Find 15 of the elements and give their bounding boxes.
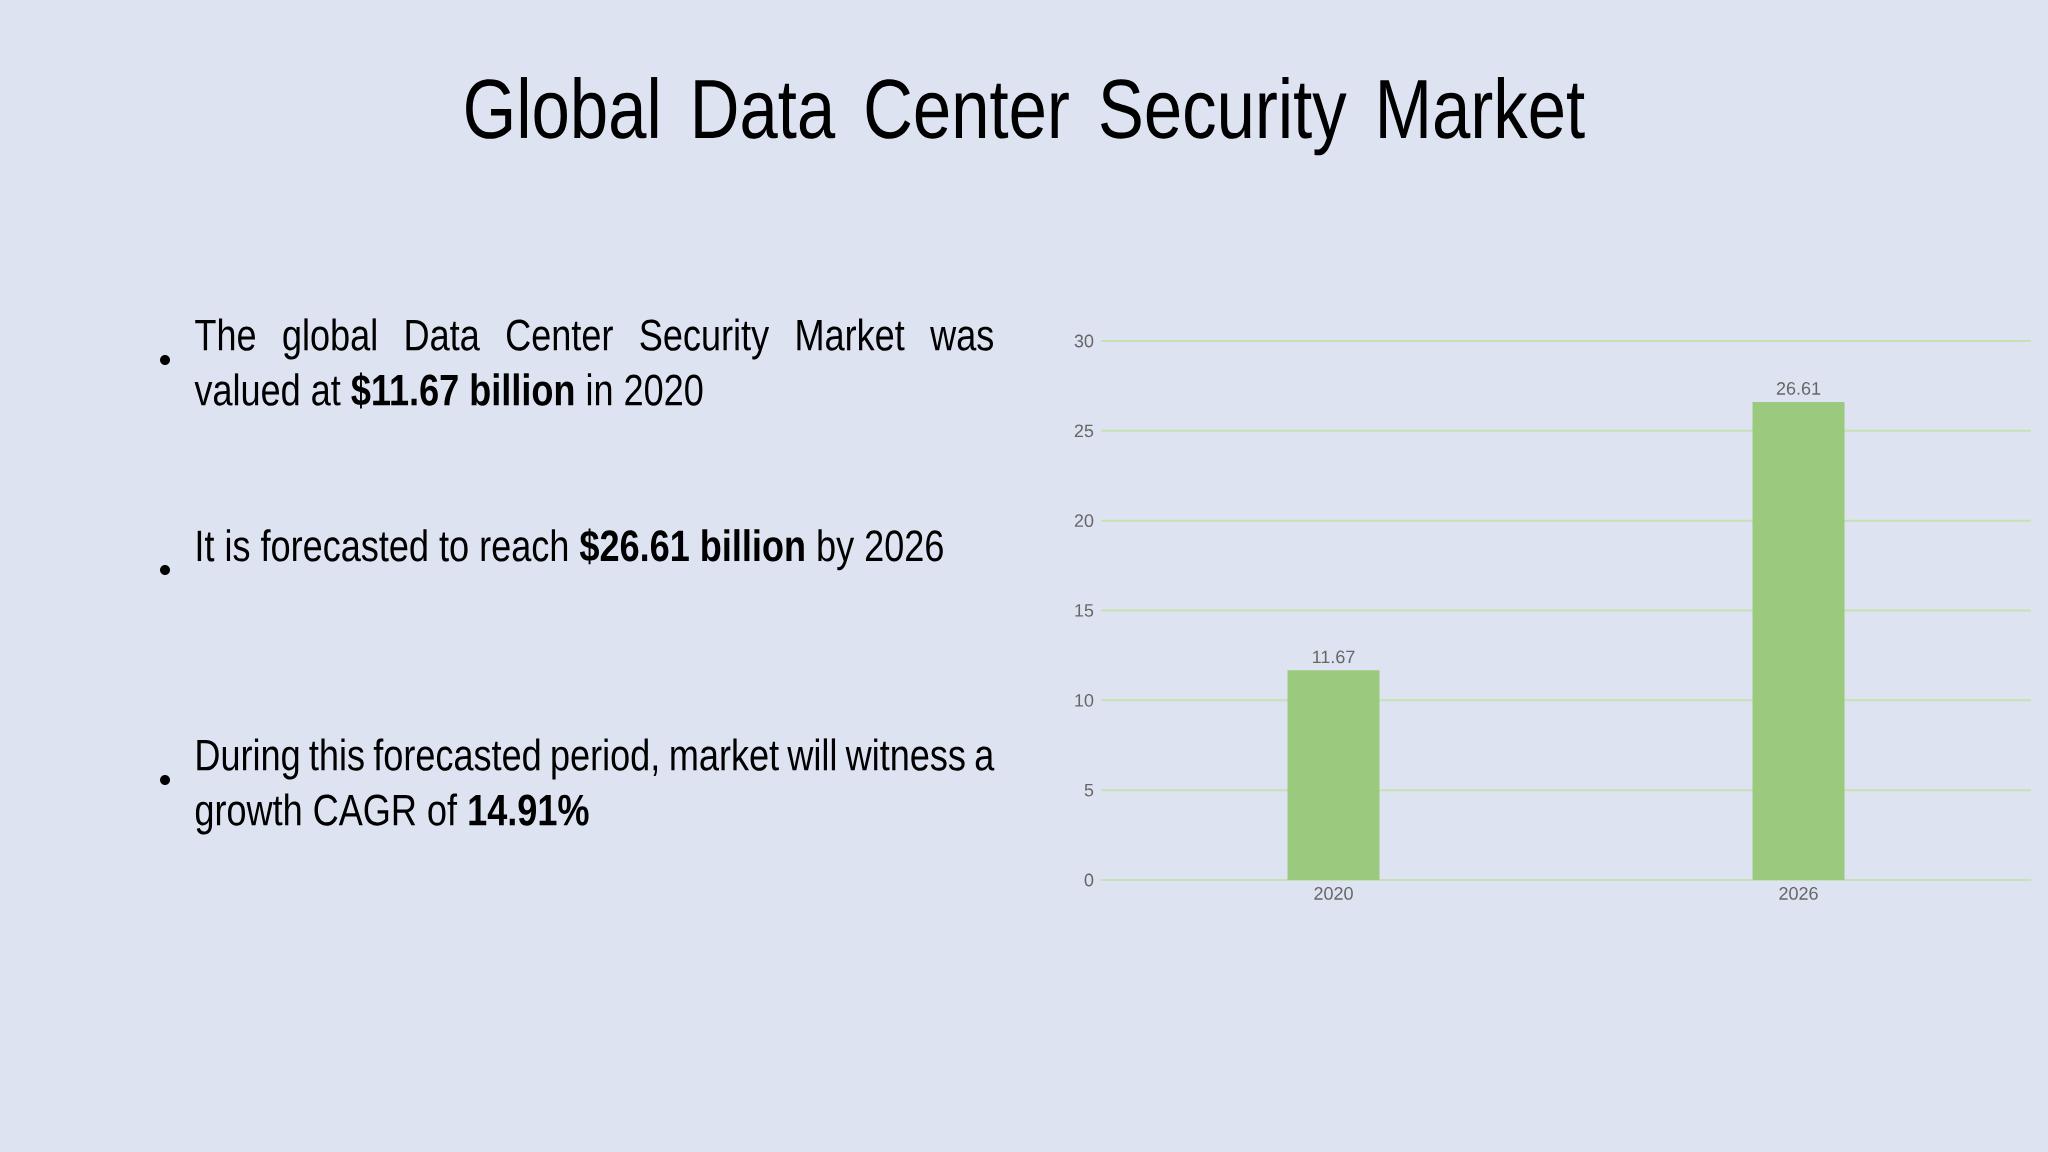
y-tick-label: 20: [1074, 514, 1094, 528]
y-tick-label: 25: [1074, 424, 1094, 438]
text: It is forecasted to reach $26.61 billion by 2026: [197, 528, 943, 571]
y-tick-label: 10: [1075, 693, 1094, 707]
y-tick-label: 15: [1075, 604, 1094, 617]
y-tick-label: 30: [1074, 334, 1094, 348]
y-tick-label: 5: [1084, 783, 1094, 797]
x-tick-label: 2026: [1779, 887, 1818, 900]
y-tick-label: 0: [1084, 873, 1094, 887]
text: The global Data Center Security Market was valued at $11.67 billion in 2020: [194, 318, 993, 409]
x-tick-label: 2020: [1314, 887, 1353, 900]
data-label: 11.67: [1313, 650, 1355, 664]
data-label: 26.61: [1776, 382, 1821, 395]
chart-title: Global Data Center Security Market: [466, 77, 1585, 156]
text: During this forecasted period, market will witness a growth CAGR of 14.91%: [195, 738, 995, 835]
